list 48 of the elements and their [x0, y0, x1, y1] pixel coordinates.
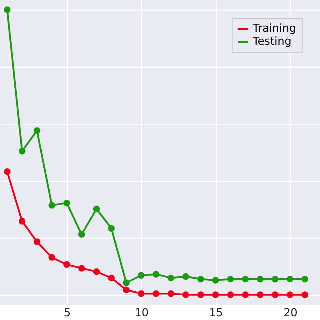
point	[242, 292, 249, 298]
point	[272, 292, 279, 298]
x-tick-label: 5	[64, 306, 71, 320]
point	[93, 268, 100, 276]
point	[108, 274, 115, 282]
point	[286, 292, 294, 298]
point	[48, 202, 56, 209]
point	[302, 292, 308, 298]
x-tick-label: 15	[209, 306, 224, 320]
point	[78, 231, 86, 238]
point	[4, 6, 11, 14]
point	[257, 292, 264, 298]
x-tick-label: 20	[284, 306, 298, 320]
legend-label: Testing	[252, 35, 292, 48]
point	[78, 265, 86, 272]
point	[18, 218, 26, 225]
point	[152, 271, 160, 278]
point	[4, 168, 11, 176]
point	[272, 276, 279, 283]
x-tick-label: 10	[134, 306, 149, 320]
point	[227, 292, 234, 298]
point	[64, 261, 70, 268]
point	[302, 276, 308, 283]
legend-label: Training	[252, 22, 296, 35]
point	[182, 273, 190, 280]
point	[48, 254, 56, 262]
point	[182, 292, 190, 298]
point	[123, 280, 130, 286]
point	[168, 290, 175, 298]
point	[138, 290, 145, 298]
point	[168, 274, 175, 282]
point	[286, 276, 294, 283]
point	[34, 127, 41, 134]
point	[138, 272, 145, 279]
point	[198, 292, 204, 298]
point	[212, 277, 220, 284]
point	[257, 276, 264, 283]
point	[18, 148, 26, 155]
point	[108, 225, 115, 232]
point	[227, 276, 234, 283]
point	[64, 200, 70, 207]
point	[93, 206, 100, 213]
point	[123, 286, 130, 294]
point	[212, 292, 220, 298]
point	[242, 276, 249, 283]
point	[152, 290, 160, 298]
point	[34, 238, 41, 246]
point	[198, 276, 204, 283]
